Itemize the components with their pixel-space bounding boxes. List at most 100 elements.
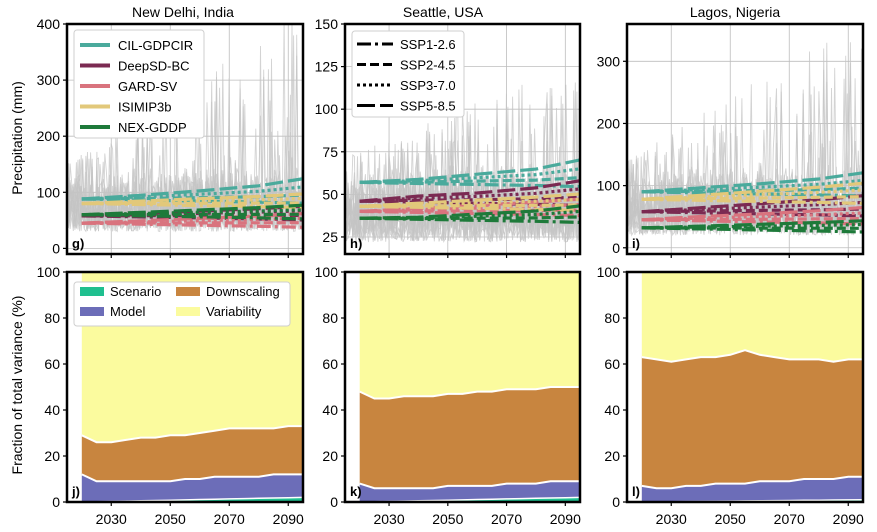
x-tick-label: 2090 — [833, 511, 864, 527]
x-tick-label: 2030 — [373, 511, 404, 527]
x-tick-label: 2050 — [432, 511, 463, 527]
panel-label: l) — [632, 484, 640, 499]
y-tick-label: 100 — [597, 178, 621, 194]
y-tick-label: 60 — [44, 356, 60, 372]
y-tick-label: 40 — [322, 402, 338, 418]
legend-swatch — [80, 287, 104, 296]
boundary-line — [641, 475, 863, 490]
y-tick-label: 0 — [612, 494, 620, 510]
legend-label: NEX-GDDP — [118, 120, 187, 135]
legend-swatch — [176, 307, 200, 316]
mean-line-cil-gdpcir — [641, 171, 863, 194]
precip-panel-2: 0 100 200 300 i) — [597, 22, 865, 258]
legend-label: GARD-SV — [118, 79, 178, 94]
y-tick-label: 300 — [597, 53, 621, 69]
legend-label: SSP2-4.5 — [400, 58, 456, 73]
variability-trace — [345, 87, 580, 242]
legend-label: Variability — [206, 304, 262, 319]
model-area — [359, 481, 580, 502]
y-tick-label: 200 — [37, 128, 61, 144]
variance-panel-1: 0 20 40 60 80 100 2030 2050 2070 2090 k) — [315, 264, 582, 527]
y-tick-label: 200 — [597, 115, 621, 131]
panel-label: i) — [632, 236, 640, 251]
y-tick-label: 100 — [37, 264, 61, 280]
y-tick-label: 100 — [315, 264, 339, 280]
title-lagos: Lagos, Nigeria — [690, 4, 780, 20]
y-tick-label: 75 — [322, 144, 338, 160]
x-tick-label: 2090 — [550, 511, 581, 527]
legend-label: SSP5-8.5 — [400, 99, 456, 114]
legend-label: DeepSD-BC — [118, 59, 190, 74]
y-tick-label: 150 — [315, 16, 339, 32]
variance-panel-frame — [625, 270, 865, 504]
y-tick-label: 0 — [52, 240, 60, 256]
x-tick-label: 2070 — [491, 511, 522, 527]
x-tick-label: 2030 — [96, 511, 127, 527]
boundary-line — [359, 386, 580, 400]
variance-panel-2: 0 20 40 60 80 100 2030 2050 2070 2090 l) — [597, 264, 865, 527]
y-tick-label: 100 — [597, 264, 621, 280]
mean-line-isimip3b — [641, 181, 863, 201]
mean-line-isimip3b — [641, 195, 863, 201]
panel-label: h) — [350, 236, 362, 251]
mean-line-cil-gdpcir — [81, 177, 303, 201]
legend-label: SSP1-2.6 — [400, 37, 456, 52]
mean-line-nex-gddp — [641, 226, 863, 234]
y-tick-label: 80 — [44, 310, 60, 326]
legend-label: Scenario — [110, 284, 161, 299]
y-tick-label: 25 — [322, 229, 338, 245]
variability-area — [359, 272, 580, 399]
mean-line-cil-gdpcir — [81, 197, 303, 205]
mean-line-isimip3b — [359, 192, 580, 208]
y-tick-label: 80 — [604, 310, 620, 326]
precip-panel-1: 25 50 75 100 125 150 h) — [315, 16, 582, 258]
y-tick-label: 300 — [37, 72, 61, 88]
mean-line-cil-gdpcir — [359, 176, 580, 184]
downscaling-area — [359, 387, 580, 489]
variability-area — [641, 272, 863, 362]
precip-plot-area — [67, 24, 303, 254]
legend-label: ISIMIP3b — [118, 100, 171, 115]
variance-panel-frame — [65, 270, 305, 504]
y-tick-label: 80 — [322, 310, 338, 326]
precip-panel-0: 0 100 200 300 400 g) — [37, 16, 305, 258]
boundary-line — [81, 425, 303, 444]
legend-label: Model — [110, 304, 146, 319]
mean-line-cil-gdpcir — [359, 158, 580, 184]
legend-models: CIL-GDPCIR DeepSD-BC GARD-SV ISIMIP3b NEX-GD… — [73, 29, 205, 139]
y-tick-label: 50 — [322, 186, 338, 202]
precip-panel-frame — [65, 22, 305, 256]
mean-line-gard-sv — [641, 205, 863, 222]
x-tick-label: 2050 — [715, 511, 746, 527]
legend-label: CIL-GDPCIR — [118, 38, 193, 53]
precip-plot-area — [627, 24, 863, 254]
mean-line-deepsd-bc — [641, 194, 863, 214]
mean-line-deepsd-bc — [359, 179, 580, 203]
legend-label: Downscaling — [206, 284, 280, 299]
x-tick-label: 2030 — [656, 511, 687, 527]
variance-panel-frame — [343, 270, 582, 504]
precip-panel-frame — [343, 22, 582, 256]
y-tick-label: 100 — [315, 101, 339, 117]
y-tick-label: 20 — [322, 448, 338, 464]
mean-line-gard-sv — [641, 218, 863, 226]
y-tick-label: 100 — [37, 184, 61, 200]
legend-label: SSP3-7.0 — [400, 78, 456, 93]
y-tick-label: 60 — [604, 356, 620, 372]
mean-line-isimip3b — [81, 192, 303, 206]
mean-line-deepsd-bc — [641, 207, 863, 214]
panel-label: j) — [71, 484, 80, 499]
mean-line-gard-sv — [641, 216, 863, 222]
x-tick-label: 2070 — [774, 511, 805, 527]
y-tick-label: 40 — [604, 402, 620, 418]
boundary-line — [359, 480, 580, 490]
mean-line-nex-gddp — [81, 213, 303, 221]
precip-plot-area — [345, 24, 580, 254]
mean-line-isimip3b — [359, 203, 580, 208]
y-tick-label: 20 — [604, 448, 620, 464]
y-tick-label: 0 — [52, 494, 60, 510]
legend-swatch — [176, 287, 200, 296]
y-tick-label: 0 — [612, 240, 620, 256]
downscaling-area — [81, 426, 303, 482]
